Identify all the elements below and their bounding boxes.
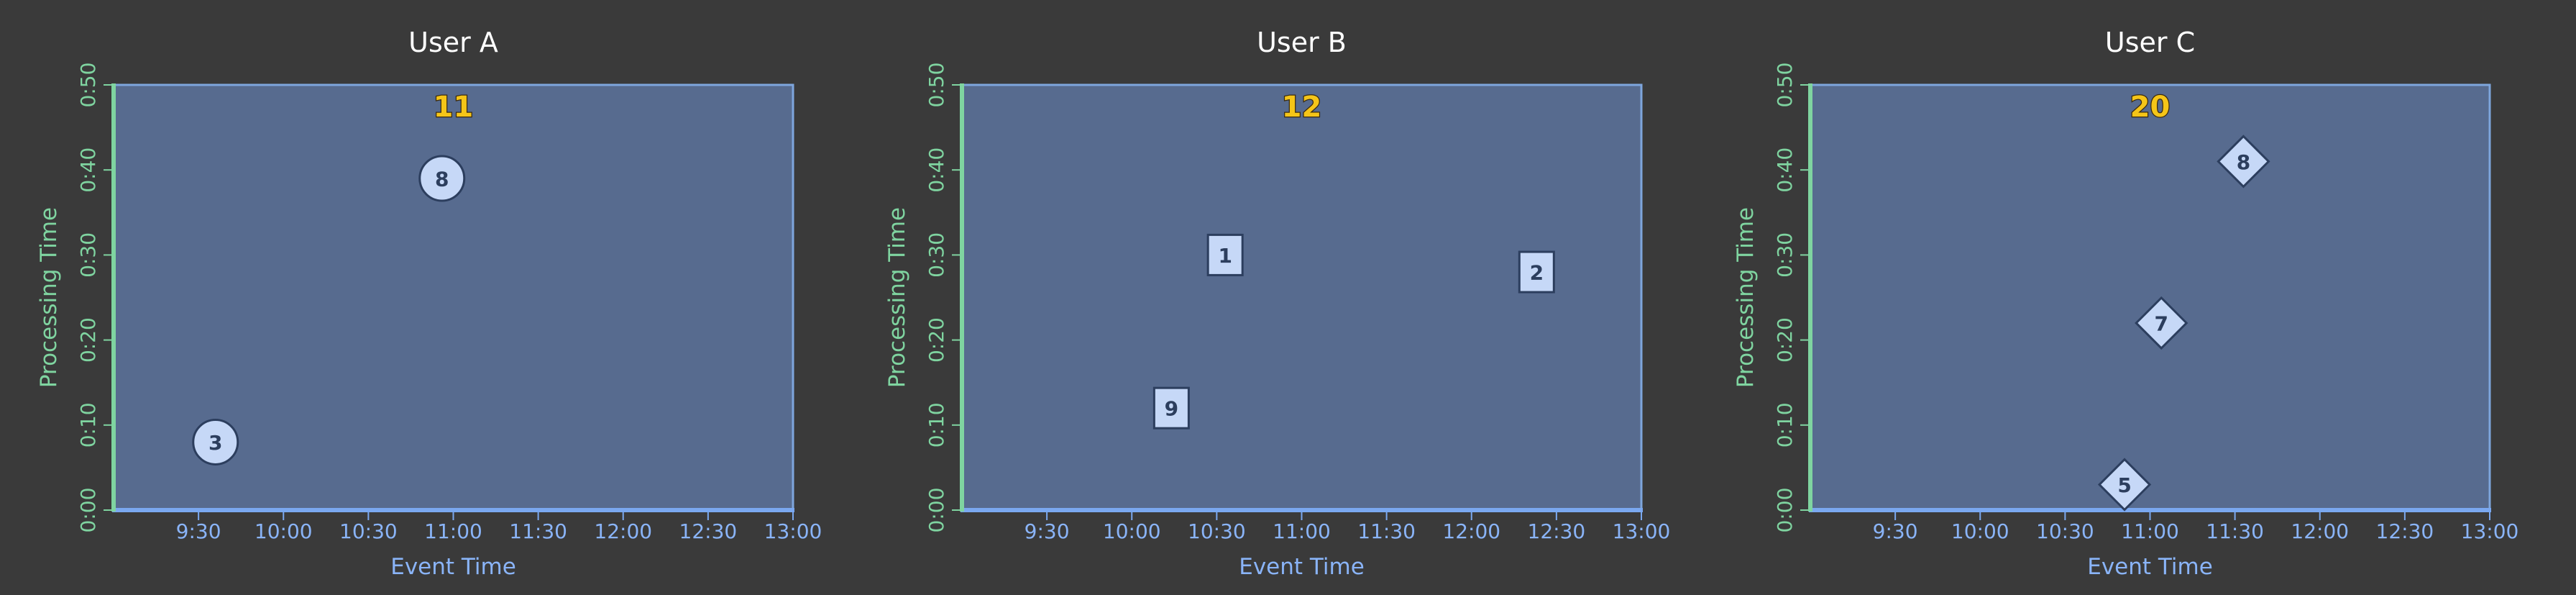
marker-label: 7 bbox=[2155, 312, 2168, 335]
chart-title: User A bbox=[408, 27, 498, 58]
x-tick-label: 9:30 bbox=[176, 519, 221, 543]
y-tick-label: 0:10 bbox=[1773, 402, 1797, 448]
x-tick-label: 13:00 bbox=[1613, 519, 1671, 543]
x-tick-label: 10:00 bbox=[1103, 519, 1161, 543]
y-tick-label: 0:50 bbox=[76, 63, 100, 108]
y-tick-label: 0:30 bbox=[925, 232, 948, 278]
total-label: 11 bbox=[434, 91, 474, 124]
diamond-marker bbox=[2135, 296, 2188, 350]
y-tick-label: 0:20 bbox=[76, 317, 100, 363]
x-axis-title: Event Time bbox=[2087, 554, 2213, 580]
chart-title: User C bbox=[2105, 27, 2195, 58]
x-tick-label: 10:30 bbox=[2036, 519, 2094, 543]
y-tick-label: 0:10 bbox=[925, 402, 948, 448]
marker-label: 1 bbox=[1218, 244, 1232, 268]
plot-area bbox=[961, 83, 1643, 512]
y-tick-label: 0:00 bbox=[76, 488, 100, 533]
x-tick-label: 13:00 bbox=[764, 519, 822, 543]
x-tick-label: 13:00 bbox=[2461, 519, 2519, 543]
marker-label: 8 bbox=[435, 168, 449, 191]
x-tick-label: 10:00 bbox=[255, 519, 313, 543]
x-tick-label: 11:30 bbox=[2206, 519, 2264, 543]
marker-label: 9 bbox=[1165, 397, 1178, 421]
x-tick-label: 12:00 bbox=[594, 519, 652, 543]
y-axis-title: Processing Time bbox=[884, 207, 910, 388]
y-axis-title: Processing Time bbox=[36, 207, 62, 388]
x-tick-label: 11:30 bbox=[1357, 519, 1416, 543]
y-tick-label: 0:50 bbox=[925, 63, 948, 108]
square-marker bbox=[1152, 386, 1190, 430]
circle-marker bbox=[192, 418, 239, 465]
y-tick-label: 0:20 bbox=[925, 317, 948, 363]
chart-panel: User B9:30 10:00 10:30 11:00 11:30 12:00 12:30… bbox=[884, 27, 1670, 580]
y-tick-label: 0:10 bbox=[76, 402, 100, 448]
x-tick-label: 9:30 bbox=[1025, 519, 1070, 543]
y-axis-title: Processing Time bbox=[1733, 207, 1759, 388]
marker-label: 2 bbox=[1530, 261, 1544, 285]
x-axis-title: Event Time bbox=[1239, 554, 1365, 580]
y-tick-label: 0:40 bbox=[925, 147, 948, 193]
x-tick-label: 11:00 bbox=[2121, 519, 2179, 543]
square-marker bbox=[1518, 250, 1555, 294]
y-tick-label: 0:40 bbox=[76, 147, 100, 193]
chart-panel: User A 9:30 10:00 10:30 11:00 11:30 12:00 12:30… bbox=[36, 27, 822, 580]
chart-panel: User C 9:30 10:00 10:30 11:00 11:30 12:00 12:30… bbox=[1733, 27, 2518, 580]
x-tick-label: 12:30 bbox=[679, 519, 738, 543]
y-tick-label: 0:20 bbox=[1773, 317, 1797, 363]
x-tick-label: 11:30 bbox=[509, 519, 567, 543]
x-tick-label: 12:00 bbox=[2291, 519, 2349, 543]
x-tick-label: 11:00 bbox=[424, 519, 482, 543]
y-tick-label: 0:30 bbox=[1773, 232, 1797, 278]
total-label: 12 bbox=[1282, 91, 1322, 124]
y-tick-label: 0:50 bbox=[1773, 63, 1797, 108]
x-tick-label: 11:00 bbox=[1273, 519, 1331, 543]
x-tick-label: 10:30 bbox=[339, 519, 398, 543]
y-tick-label: 0:40 bbox=[1773, 147, 1797, 193]
marker-label: 5 bbox=[2117, 473, 2131, 497]
x-tick-label: 10:00 bbox=[1951, 519, 2009, 543]
diamond-marker bbox=[2217, 135, 2270, 189]
x-tick-label: 9:30 bbox=[1873, 519, 1918, 543]
y-tick-label: 0:00 bbox=[925, 488, 948, 533]
marker-label: 8 bbox=[2237, 150, 2250, 174]
x-tick-label: 10:30 bbox=[1188, 519, 1246, 543]
y-tick-label: 0:30 bbox=[76, 232, 100, 278]
y-tick-label: 0:00 bbox=[1773, 488, 1797, 533]
x-tick-label: 12:30 bbox=[1528, 519, 1586, 543]
marker-label: 3 bbox=[208, 431, 222, 455]
x-axis-title: Event Time bbox=[390, 554, 516, 580]
circle-marker bbox=[418, 155, 466, 202]
x-tick-label: 12:00 bbox=[1442, 519, 1500, 543]
plot-area bbox=[1809, 83, 2491, 512]
diamond-marker bbox=[2097, 458, 2152, 512]
x-tick-label: 12:30 bbox=[2376, 519, 2434, 543]
total-label: 20 bbox=[2130, 91, 2171, 124]
square-marker bbox=[1206, 233, 1244, 276]
chart-title: User B bbox=[1257, 27, 1347, 58]
